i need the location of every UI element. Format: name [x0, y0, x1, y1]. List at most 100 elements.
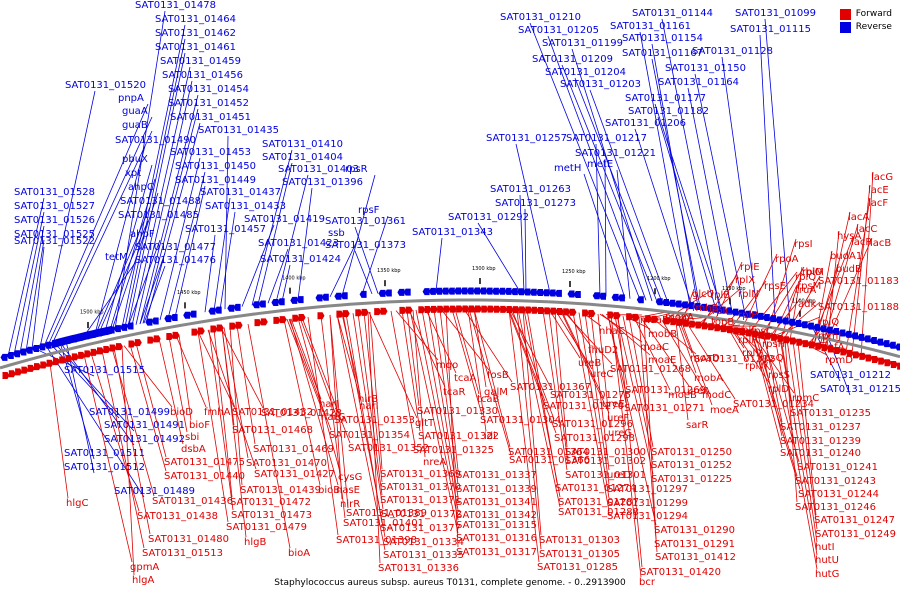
reverse-label-leader [143, 265, 166, 324]
reverse-gene-label: SAT0131_01182 [628, 106, 709, 117]
forward-gene-label: lacA [848, 212, 869, 223]
forward-label-leader [728, 329, 748, 362]
forward-label-leader [786, 339, 818, 543]
reverse-gene-arrow [271, 298, 279, 306]
reverse-label-leader [139, 94, 199, 325]
forward-label-leader [561, 311, 605, 400]
reverse-label-leader [687, 87, 733, 312]
reverse-gene-label: SAT0131_01435 [198, 125, 279, 136]
forward-gene-label: hysA [837, 231, 861, 242]
forward-label-leader [777, 301, 821, 339]
scale-tick-label: 1450 kbp [177, 290, 201, 296]
reverse-gene-arrow [428, 287, 436, 295]
forward-gene-label: SAT0131_01288 [558, 507, 639, 518]
forward-label-leader [610, 314, 642, 578]
forward-gene-arrow [481, 305, 489, 313]
forward-gene-label: SAT0131_01232 [694, 354, 775, 365]
forward-gene-label: SAT0131_01302 [565, 456, 646, 467]
forward-label-leader [175, 335, 207, 408]
forward-gene-label: fmhA [204, 407, 231, 418]
reverse-gene-arrow [542, 289, 550, 297]
reverse-label-leader [114, 10, 166, 330]
forward-gene-label: ureF [607, 413, 629, 424]
reverse-gene-arrow [164, 315, 172, 323]
reverse-gene-label: SAT0131_01491 [104, 420, 185, 431]
forward-gene-label: SAT0131_01235 [790, 408, 871, 419]
forward-gene-arrow [878, 357, 886, 365]
forward-gene-label: SAT0131_01270 [543, 401, 624, 412]
forward-gene-label: SAT0131_01285 [537, 562, 618, 573]
reverse-gene-arrow [466, 287, 474, 295]
reverse-gene-arrow [120, 323, 128, 331]
reverse-gene-arrow [523, 288, 531, 296]
forward-gene-label: SAT0131_01275 [550, 390, 631, 401]
reverse-gene-label: metH [554, 163, 581, 174]
reverse-gene-label: SAT0131_01457 [185, 224, 266, 235]
forward-gene-label: SAT0131_01367 [510, 382, 591, 393]
forward-gene-label: SAT0131_01412 [655, 552, 736, 563]
forward-gene-label: SAT0131_01325 [413, 445, 494, 456]
forward-gene-arrow [487, 305, 495, 313]
forward-label-leader [320, 315, 346, 519]
reverse-gene-arrow [706, 304, 714, 312]
reverse-gene-label: SAT0131_01273 [495, 198, 576, 209]
forward-gene-label: lacF [868, 198, 888, 209]
forward-label-leader [390, 310, 416, 446]
forward-gene-arrow [645, 315, 653, 323]
forward-label-leader [467, 308, 487, 432]
forward-gene-label: SAT0131_01241 [797, 462, 878, 473]
reverse-gene-arrow [510, 288, 518, 296]
forward-label-leader [797, 341, 817, 516]
scale-tick-label: 1100 kbp [792, 299, 816, 305]
reverse-label-leader [83, 262, 136, 337]
reverse-label-leader [98, 220, 149, 333]
forward-label-leader [516, 309, 542, 550]
forward-label-leader [636, 311, 668, 318]
forward-gene-arrow [2, 372, 10, 380]
forward-gene-arrow [758, 331, 766, 339]
forward-gene-label: SAT0131_01339 [456, 484, 537, 495]
reverse-gene-arrow [554, 289, 562, 297]
forward-gene-label: rplB [710, 290, 730, 301]
reverse-gene-arrow [38, 343, 46, 351]
forward-gene-label: moaE [648, 355, 676, 366]
figure-caption: Staphylococcus aureus subsp. aureus T013… [274, 578, 626, 588]
forward-label-leader [286, 319, 324, 413]
reverse-gene-label: SAT0131_01128 [692, 46, 773, 57]
forward-label-leader [751, 333, 801, 490]
forward-gene-arrow [115, 343, 123, 351]
forward-gene-arrow [84, 350, 92, 358]
forward-label-leader [548, 310, 568, 457]
forward-gene-arrow [808, 341, 816, 349]
forward-label-leader [329, 314, 349, 509]
reverse-gene-arrow [183, 311, 191, 319]
reverse-gene-label: pbuX [122, 154, 148, 165]
forward-gene-arrow [103, 345, 111, 353]
forward-gene-label: SAT0131_01244 [798, 489, 879, 500]
forward-gene-label: mobA [694, 373, 723, 384]
forward-gene-label: SAT0131_01317 [456, 547, 537, 558]
forward-gene-label: SAT0131_01341 [456, 497, 537, 508]
forward-label-leader [584, 312, 610, 485]
forward-label-leader [415, 309, 459, 521]
reverse-gene-label: SAT0131_01488 [120, 196, 201, 207]
forward-gene-label: moeA [710, 405, 739, 416]
forward-gene-arrow [764, 332, 772, 340]
scale-tick-label: 1300 kbp [472, 266, 496, 272]
forward-gene-label: rpsM [797, 281, 821, 292]
forward-gene-label: SAT0131_01271 [624, 403, 705, 414]
forward-gene-arrow [399, 306, 407, 314]
forward-label-leader [83, 354, 133, 563]
reverse-label-leader [174, 185, 206, 318]
forward-gene-label: SAT0131_01322 [418, 431, 499, 442]
forward-gene-label: gpmA [130, 562, 159, 573]
reverse-label-leader [43, 103, 149, 347]
forward-gene-arrow [821, 344, 829, 352]
reverse-gene-label: SAT0131_01526 [14, 215, 95, 226]
reverse-gene-label: SAT0131_01144 [632, 8, 713, 19]
forward-label-leader [792, 340, 818, 530]
forward-gene-label: narI [359, 401, 379, 412]
forward-label-leader [748, 271, 798, 333]
reverse-gene-arrow [479, 287, 487, 295]
forward-label-leader [774, 337, 818, 570]
